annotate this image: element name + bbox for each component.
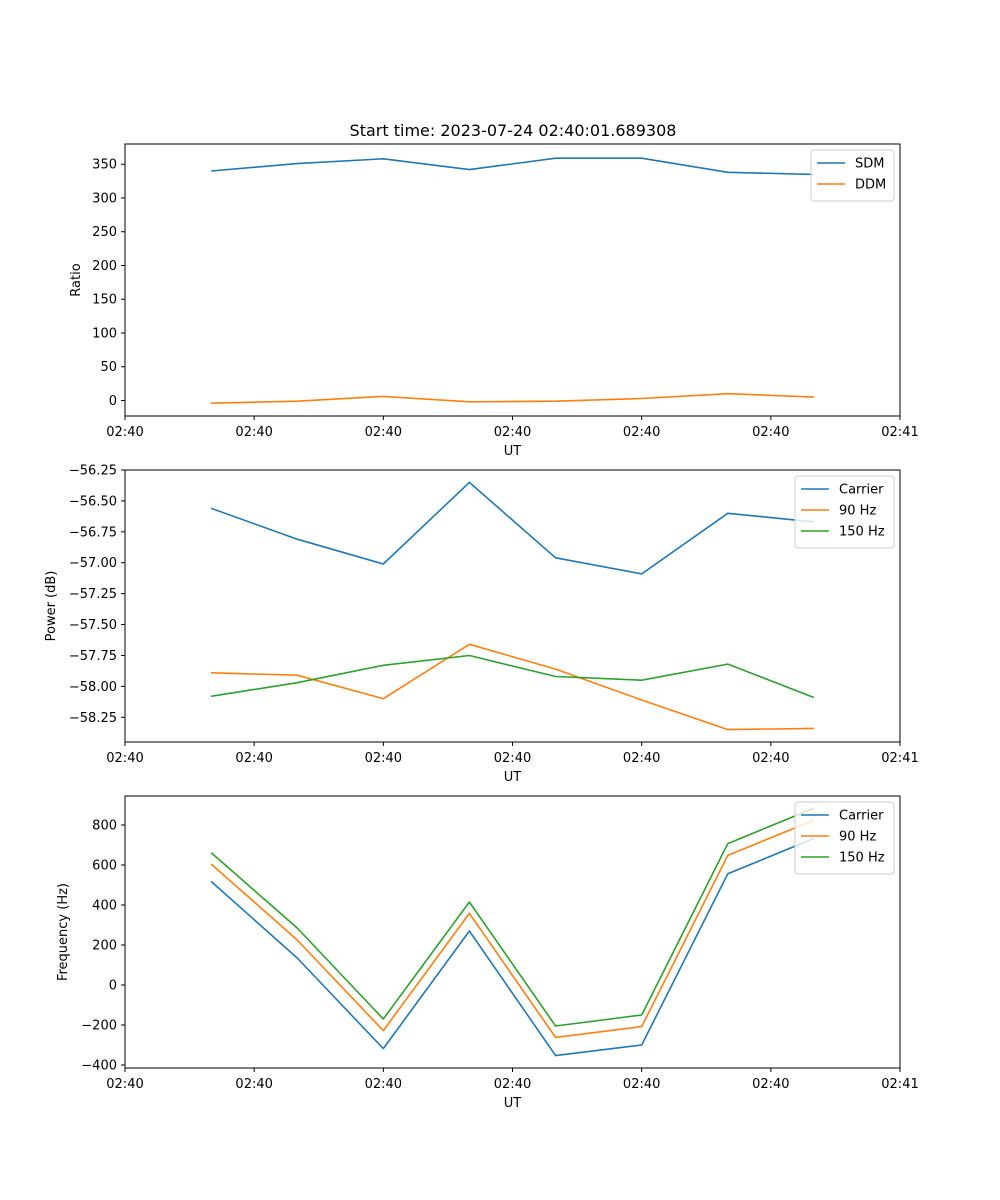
x-tick-label: 02:41 [881, 425, 918, 440]
y-tick-label: −200 [81, 1019, 117, 1034]
y-tick-label: −56.50 [69, 494, 117, 509]
series-line-150-hz [210, 807, 815, 1027]
x-tick-label: 02:41 [881, 1077, 918, 1092]
y-tick-label: 350 [92, 158, 117, 173]
y-tick-label: 100 [92, 326, 117, 341]
legend-label: Carrier [839, 483, 884, 498]
y-tick-label: 150 [92, 293, 117, 308]
y-tick-label: 0 [109, 394, 117, 409]
legend-label: Carrier [839, 809, 884, 824]
legend-label: SDM [855, 157, 884, 172]
legend: SDM DDM [810, 149, 895, 202]
y-tick-label: −58.00 [69, 680, 117, 695]
y-tick-label: −56.25 [69, 464, 117, 479]
y-tick-label: −57.75 [69, 649, 117, 664]
x-axis-label: UT [504, 770, 522, 785]
x-tick-label: 02:40 [752, 425, 789, 440]
x-tick-label: 02:40 [623, 751, 660, 766]
x-tick-label: 02:40 [494, 425, 531, 440]
series-line-150-hz [210, 654, 815, 699]
x-tick-label: 02:40 [623, 425, 660, 440]
y-tick-label: −57.50 [69, 618, 117, 633]
legend-label: 150 Hz [839, 525, 885, 540]
series-line-ddm [211, 392, 814, 404]
chart-panel-2: 02:40 02:40 02:40 02:40 02:40 02:40 02:41 −58.2… [44, 464, 919, 786]
x-tick-label: 02:40 [235, 425, 272, 440]
legend: Carrier 90 Hz 150 Hz [794, 801, 895, 875]
x-tick-label: 02:40 [365, 1077, 402, 1092]
legend-label: 90 Hz [839, 504, 876, 519]
x-tick-label: 02:40 [494, 751, 531, 766]
y-tick-label: 200 [92, 939, 117, 954]
x-tick-label: 02:40 [623, 1077, 660, 1092]
legend-box [794, 801, 895, 875]
y-axis-label: Ratio [69, 263, 84, 296]
x-tick-label: 02:41 [881, 751, 918, 766]
legend-label: 150 Hz [839, 851, 885, 866]
series-line-carrier [210, 837, 815, 1057]
x-tick-label: 02:40 [365, 751, 402, 766]
y-tick-label: 200 [92, 259, 117, 274]
y-tick-label: 800 [92, 819, 117, 834]
legend-label: DDM [855, 178, 886, 193]
legend: Carrier 90 Hz 150 Hz [794, 475, 895, 549]
y-tick-label: 250 [92, 225, 117, 240]
y-tick-label: 300 [92, 191, 117, 206]
series-line-90-hz [210, 819, 815, 1039]
x-tick-label: 02:40 [752, 1077, 789, 1092]
y-tick-label: 0 [109, 979, 117, 994]
chart-panel-3: 02:40 02:40 02:40 02:40 02:40 02:40 02:41 −400 −… [56, 795, 919, 1111]
x-axis-label: UT [504, 444, 522, 459]
x-tick-label: 02:40 [235, 1077, 272, 1092]
y-axis-label: Power (dB) [44, 571, 59, 642]
series-line-carrier [210, 481, 814, 575]
legend-label: 90 Hz [839, 830, 876, 845]
y-axis-label: Frequency (Hz) [56, 883, 71, 981]
x-tick-label: 02:40 [494, 1077, 531, 1092]
y-tick-label: −400 [81, 1059, 117, 1074]
x-tick-label: 02:40 [752, 751, 789, 766]
x-tick-label: 02:40 [365, 425, 402, 440]
y-tick-label: 600 [92, 859, 117, 874]
y-tick-label: 50 [100, 360, 117, 375]
y-tick-label: −56.75 [69, 525, 117, 540]
legend-box [794, 475, 895, 549]
series-line-sdm [211, 157, 814, 176]
x-tick-label: 02:40 [106, 425, 143, 440]
x-axis-label: UT [504, 1096, 522, 1111]
x-tick-label: 02:40 [235, 751, 272, 766]
y-tick-label: −57.25 [69, 587, 117, 602]
figure-title: Start time: 2023-07-24 02:40:01.689308 [350, 121, 677, 140]
x-tick-label: 02:40 [106, 751, 143, 766]
x-tick-label: 02:40 [106, 1077, 143, 1092]
chart-panel-1: 02:40 02:40 02:40 02:40 02:40 02:40 02:41 0 50 10… [69, 143, 919, 459]
y-tick-label: 400 [92, 899, 117, 914]
y-tick-label: −57.00 [69, 556, 117, 571]
panels: 02:40 02:40 02:40 02:40 02:40 02:40 02:41 0 50 10… [44, 143, 919, 1111]
y-tick-label: −58.25 [69, 711, 117, 726]
